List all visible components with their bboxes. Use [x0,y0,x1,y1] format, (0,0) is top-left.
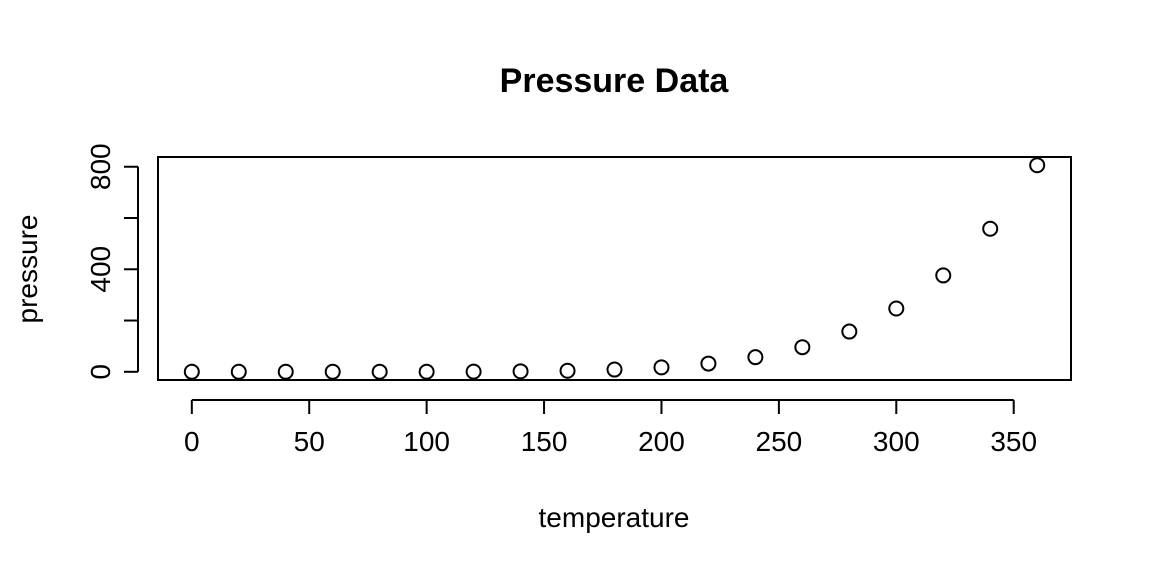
data-point [935,267,952,284]
y-tick-label: 400 [85,246,116,293]
plot-frame [157,156,1072,381]
data-point [1029,157,1046,174]
data-point [982,220,999,237]
data-point [747,349,764,366]
x-axis: 0 50 100 150 200 250 300 350 [184,399,1037,457]
data-point [559,362,576,379]
data-point [700,355,717,372]
data-point [183,363,200,380]
y-axis: 0 400 800 [85,143,139,380]
x-tick-label: 200 [638,426,685,457]
data-point [653,359,670,376]
data-point [324,363,341,380]
data-point [794,339,811,356]
x-tick-label: 0 [184,426,200,457]
data-point [841,323,858,340]
y-tick-label: 800 [85,143,116,190]
x-tick-label: 50 [294,426,325,457]
data-point [606,361,623,378]
data-point [465,363,482,380]
data-point [230,363,247,380]
data-point [512,363,529,380]
data-point [418,363,435,380]
data-point [888,300,905,317]
x-tick-label: 250 [756,426,803,457]
y-tick-label: 0 [85,364,116,380]
x-tick-label: 100 [403,426,450,457]
y-axis-label: pressure [12,215,43,324]
data-point [371,363,388,380]
data-points [183,157,1046,380]
x-tick-label: 150 [521,426,568,457]
x-tick-label: 350 [990,426,1037,457]
data-point [277,363,294,380]
chart-title: Pressure Data [500,62,730,100]
x-axis-label: temperature [539,502,690,533]
x-tick-label: 300 [873,426,920,457]
